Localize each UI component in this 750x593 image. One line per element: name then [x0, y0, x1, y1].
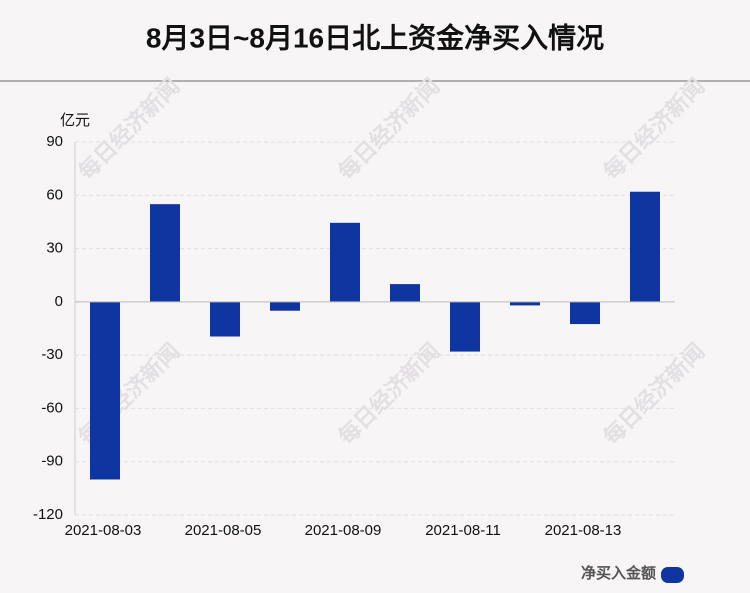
y-tick-label: 0 — [55, 293, 63, 310]
legend-label: 净买入金额 — [581, 564, 656, 582]
bar — [270, 301, 300, 311]
legend-swatch — [661, 567, 684, 583]
y-tick-label: -60 — [41, 399, 63, 416]
y-tick-label: 60 — [46, 186, 63, 203]
bar — [450, 301, 480, 352]
x-tick-label: 2021-08-13 — [545, 522, 622, 539]
y-unit: 亿元 — [60, 112, 90, 129]
x-tick-label: 2021-08-09 — [305, 522, 382, 539]
x-tick-label: 2021-08-05 — [185, 522, 262, 539]
bar — [390, 284, 420, 302]
bar — [630, 191, 660, 302]
x-tick-label: 2021-08-03 — [65, 522, 142, 539]
bar — [570, 301, 600, 325]
y-tick-label: 90 — [46, 133, 63, 150]
y-tick-label: -120 — [33, 506, 63, 523]
chart-title: 8月3日~8月16日北上资金净买入情况 — [146, 21, 604, 53]
bar — [150, 204, 180, 302]
y-tick-label: -90 — [41, 453, 63, 470]
bar — [210, 301, 240, 337]
bar — [330, 222, 360, 302]
bar — [90, 301, 120, 480]
y-tick-label: 30 — [46, 240, 63, 257]
bar — [510, 301, 540, 306]
x-tick-label: 2021-08-11 — [425, 522, 501, 539]
y-tick-label: -30 — [41, 346, 63, 363]
